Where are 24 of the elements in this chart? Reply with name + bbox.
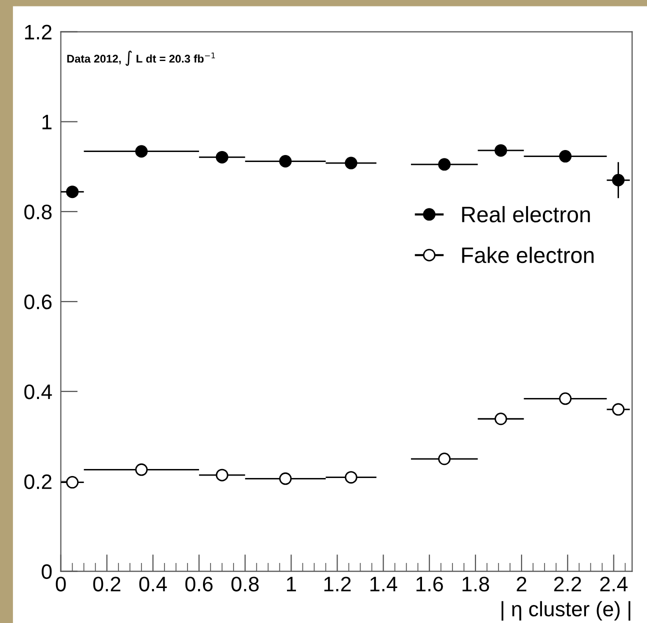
x-tick-label: 0 <box>56 576 66 592</box>
x-tick-label: 0.4 <box>139 576 167 592</box>
x-tick-label: 1.6 <box>416 576 443 592</box>
x-tick-label: 1 <box>286 576 296 592</box>
x-axis-title: | η cluster (e) | <box>502 601 630 621</box>
y-tick-label: 0.4 <box>24 384 52 400</box>
y-tick-label: 1 <box>42 114 52 130</box>
x-tick-label: 0.8 <box>231 576 259 592</box>
x-tick-label: 1.2 <box>324 576 351 592</box>
y-tick-label: 1.2 <box>25 24 52 40</box>
x-tick-label: 0.2 <box>93 576 120 592</box>
y-tick-label: 0.8 <box>24 204 52 220</box>
x-tick-label: 1.8 <box>462 576 490 592</box>
x-tick-label: 0.6 <box>185 576 213 592</box>
x-tick-label: 2.2 <box>554 576 582 592</box>
y-tick-label: 0.2 <box>24 474 52 490</box>
x-tick-label: 2.4 <box>600 576 628 592</box>
annotation: Data 2012, ∫ L dt = 20.3 fb$^{−1}$ <box>67 50 215 66</box>
y-tick-label: 0.6 <box>24 294 52 310</box>
y-tick-label: 0 <box>42 564 52 580</box>
x-tick-label: 2 <box>516 576 526 592</box>
x-tick-label: 1.4 <box>370 576 398 592</box>
legend-label: Real electron <box>462 206 590 222</box>
legend-label: Fake electron <box>462 246 594 264</box>
